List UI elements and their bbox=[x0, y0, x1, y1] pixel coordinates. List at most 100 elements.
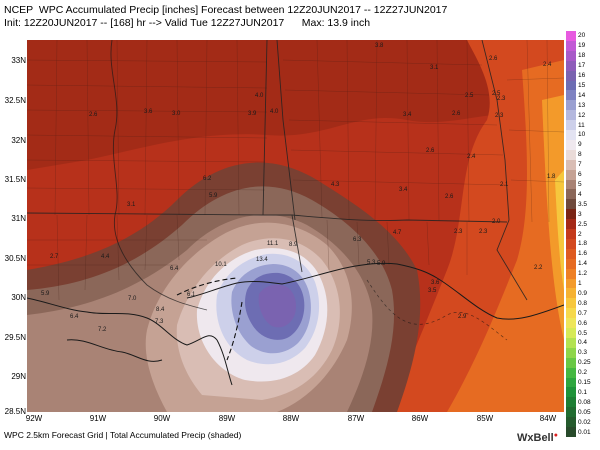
map-value-label: 7.0 bbox=[128, 296, 137, 302]
x-tick-92w: 92W bbox=[25, 414, 43, 423]
legend-label: 10 bbox=[578, 131, 586, 139]
map-value-label: 2.5 bbox=[465, 93, 474, 99]
legend-label: 1 bbox=[578, 280, 582, 287]
legend-swatch bbox=[566, 268, 576, 280]
legend-swatch bbox=[566, 377, 576, 388]
legend-swatch bbox=[566, 130, 576, 141]
map-value-label: 3.9 bbox=[248, 111, 257, 117]
legend-swatch bbox=[566, 139, 576, 151]
legend-label: 7 bbox=[578, 161, 582, 169]
legend-swatch bbox=[566, 308, 576, 319]
legend-swatch bbox=[566, 318, 576, 329]
x-tick-89w: 89W bbox=[218, 414, 236, 423]
map-value-label: 2.3 bbox=[497, 96, 506, 102]
footer-caption: WPC 2.5km Forecast Grid | Total Accumula… bbox=[4, 430, 242, 440]
map-value-label: 4.7 bbox=[393, 230, 402, 236]
map-value-label: 2.9 bbox=[458, 314, 467, 320]
map-value-label: 4.4 bbox=[101, 254, 110, 260]
map-value-label: 8.9 bbox=[289, 242, 298, 248]
legend-swatch bbox=[566, 337, 576, 349]
x-tick-85w: 85W bbox=[476, 414, 494, 423]
map-value-label: 2.1 bbox=[500, 182, 509, 188]
map-value-label: 3.5 bbox=[428, 288, 437, 294]
legend-swatch bbox=[566, 60, 576, 72]
color-legend: 20 19 18 17 16 15 14 13 12 11 10 9 8 7 6 5 4 3.5 3 2.5 2 1.8 1… bbox=[566, 31, 600, 438]
legend-label: 15 bbox=[578, 81, 586, 89]
map-value-label: 5.9 bbox=[41, 291, 50, 297]
y-tick-30n: 30N bbox=[11, 293, 26, 302]
legend-label: 0.8 bbox=[578, 299, 588, 307]
map-value-label: 2.5 bbox=[492, 91, 501, 97]
map-value-label: 6.1 bbox=[187, 292, 196, 298]
legend-swatch bbox=[566, 367, 576, 379]
map-value-label: 4.0 bbox=[255, 93, 264, 99]
y-tick-28-5n: 28.5N bbox=[4, 407, 26, 416]
legend-label: 0.15 bbox=[578, 379, 591, 387]
legend-label: 11 bbox=[578, 121, 585, 129]
map-value-label: 11.1 bbox=[267, 241, 279, 247]
legend-label: 3 bbox=[578, 210, 582, 218]
legend-swatch bbox=[566, 258, 576, 270]
map-value-label: 6.4 bbox=[170, 266, 179, 272]
legend-label: 14 bbox=[578, 91, 586, 99]
y-tick-33n: 33N bbox=[11, 56, 26, 65]
map-value-label: 6.3 bbox=[353, 237, 362, 243]
y-tick-32n: 32N bbox=[11, 136, 26, 145]
legend-label: 3.5 bbox=[578, 200, 588, 208]
map-value-label: 3.8 bbox=[375, 43, 384, 49]
y-tick-30-5n: 30.5N bbox=[4, 254, 26, 263]
map-value-label: 1.8 bbox=[547, 174, 556, 180]
map-value-label: 2.6 bbox=[452, 111, 461, 117]
map-value-label: 3.0 bbox=[172, 111, 181, 117]
legend-label: 1.8 bbox=[578, 240, 588, 248]
legend-swatch bbox=[566, 209, 576, 220]
legend-swatch bbox=[566, 357, 576, 369]
legend-label: 1.6 bbox=[578, 250, 588, 258]
map-value-label: 7.3 bbox=[155, 319, 164, 325]
map-value-label: 3.4 bbox=[403, 112, 412, 118]
legend-label: 5 bbox=[578, 180, 582, 188]
map-svg: 3.83.12.62.44.03.6 3.42.52.32.6 3.0 4.03.92… bbox=[27, 40, 564, 412]
legend-label: 0.6 bbox=[578, 319, 588, 327]
legend-label: 0.7 bbox=[578, 309, 588, 317]
map-value-label: 3.4 bbox=[399, 187, 408, 193]
legend-swatch bbox=[566, 179, 576, 190]
legend-swatch bbox=[566, 328, 576, 339]
map-value-label: 3.6 bbox=[144, 109, 153, 115]
legend-label: 17 bbox=[578, 62, 586, 70]
legend-label: 12 bbox=[578, 111, 586, 119]
x-tick-90w: 90W bbox=[153, 414, 171, 423]
map-value-label: 2.3 bbox=[479, 229, 488, 235]
legend-swatch bbox=[566, 169, 576, 181]
legend-swatch bbox=[566, 120, 576, 131]
legend-swatch bbox=[566, 110, 576, 121]
legend-label: 2 bbox=[578, 230, 582, 238]
legend-label: 0.02 bbox=[578, 418, 591, 426]
legend-swatch bbox=[566, 278, 576, 289]
legend-label: 13 bbox=[578, 101, 586, 109]
legend-label: 18 bbox=[578, 52, 586, 60]
legend-swatch bbox=[566, 100, 576, 111]
map-value-label: 2.4 bbox=[467, 154, 476, 160]
legend-swatch bbox=[566, 427, 576, 438]
map-value-label: 8.4 bbox=[156, 307, 165, 313]
legend-label: 6 bbox=[578, 171, 582, 179]
legend-swatch bbox=[566, 31, 576, 42]
map-value-label: 5.3 bbox=[367, 260, 376, 266]
y-tick-29-5n: 29.5N bbox=[4, 333, 26, 342]
legend-swatch bbox=[566, 298, 576, 309]
map-value-label: 2.3 bbox=[454, 229, 463, 235]
map-value-label: 2.0 bbox=[492, 219, 501, 225]
legend-swatch bbox=[566, 80, 576, 91]
legend-swatch bbox=[566, 189, 576, 200]
legend-swatch bbox=[566, 159, 576, 171]
map-value-label: 2.6 bbox=[489, 56, 498, 62]
brand-logo: WxBell● bbox=[517, 432, 558, 444]
map-value-label: 7.2 bbox=[98, 327, 107, 333]
legend-swatch bbox=[566, 347, 576, 359]
legend-label: 0.08 bbox=[578, 398, 591, 406]
map-value-label: 2.6 bbox=[445, 194, 454, 200]
precip-map[interactable]: 3.8 3.1 2.6 2.4 4.0 3.6 3.4 2.5 2.3 2.6 3.0 4.0 3.9 2… bbox=[27, 40, 564, 412]
y-tick-29n: 29N bbox=[11, 372, 26, 381]
legend-label: 0.1 bbox=[578, 388, 588, 396]
